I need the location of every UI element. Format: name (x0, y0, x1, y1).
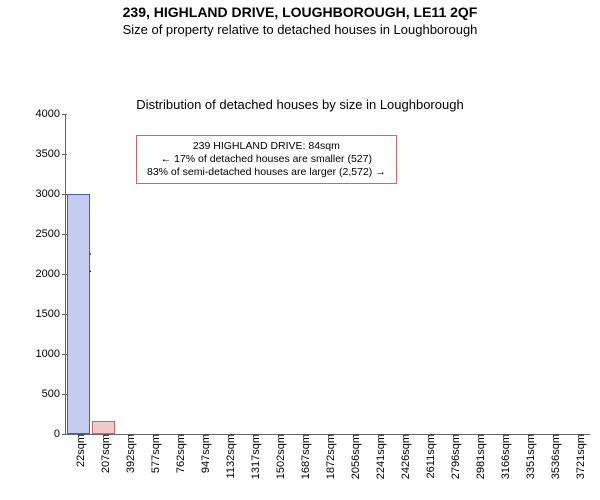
chart-title-main: 239, HIGHLAND DRIVE, LOUGHBOROUGH, LE11 … (0, 4, 600, 20)
plot-area: 239 HIGHLAND DRIVE: 84sqm← 17% of detach… (65, 115, 590, 435)
x-tick: 22sqm (71, 434, 87, 467)
y-tick: 1000 (36, 348, 66, 360)
y-tick: 3500 (36, 148, 66, 160)
y-tick: 1500 (36, 308, 66, 320)
y-tick: 0 (54, 428, 66, 440)
x-tick: 2611sqm (421, 434, 437, 478)
x-tick: 1317sqm (246, 434, 262, 479)
x-tick: 1502sqm (271, 434, 287, 479)
x-tick: 3536sqm (546, 434, 562, 479)
x-tick: 577sqm (146, 434, 162, 473)
x-tick: 2981sqm (471, 434, 487, 479)
annotation-box: 239 HIGHLAND DRIVE: 84sqm← 17% of detach… (136, 135, 397, 184)
x-tick: 2241sqm (371, 434, 387, 479)
x-tick: 207sqm (96, 434, 112, 473)
x-tick: 1687sqm (296, 434, 312, 479)
y-tick: 2500 (36, 228, 66, 240)
bar (92, 421, 115, 434)
x-tick: 2056sqm (346, 434, 362, 479)
x-tick: 2796sqm (446, 434, 462, 479)
annotation-line: 239 HIGHLAND DRIVE: 84sqm (147, 140, 386, 153)
y-tick: 4000 (36, 108, 66, 120)
annotation-line: 83% of semi-detached houses are larger (… (147, 166, 386, 179)
bar (67, 194, 90, 434)
x-axis-label: Distribution of detached houses by size … (0, 97, 600, 112)
y-tick: 2000 (36, 268, 66, 280)
x-tick: 947sqm (196, 434, 212, 473)
y-tick: 3000 (36, 188, 66, 200)
y-tick: 500 (42, 388, 66, 400)
x-tick: 1132sqm (221, 434, 237, 478)
x-tick: 392sqm (121, 434, 137, 473)
x-tick: 2426sqm (396, 434, 412, 479)
x-tick: 762sqm (171, 434, 187, 473)
chart-title-sub: Size of property relative to detached ho… (0, 22, 600, 37)
x-tick: 3351sqm (521, 434, 537, 479)
chart-container: Number of detached properties 239 HIGHLA… (0, 97, 600, 500)
x-tick: 3721sqm (571, 434, 587, 479)
x-tick: 1872sqm (321, 434, 337, 479)
annotation-line: ← 17% of detached houses are smaller (52… (147, 153, 386, 166)
x-tick: 3166sqm (496, 434, 512, 479)
